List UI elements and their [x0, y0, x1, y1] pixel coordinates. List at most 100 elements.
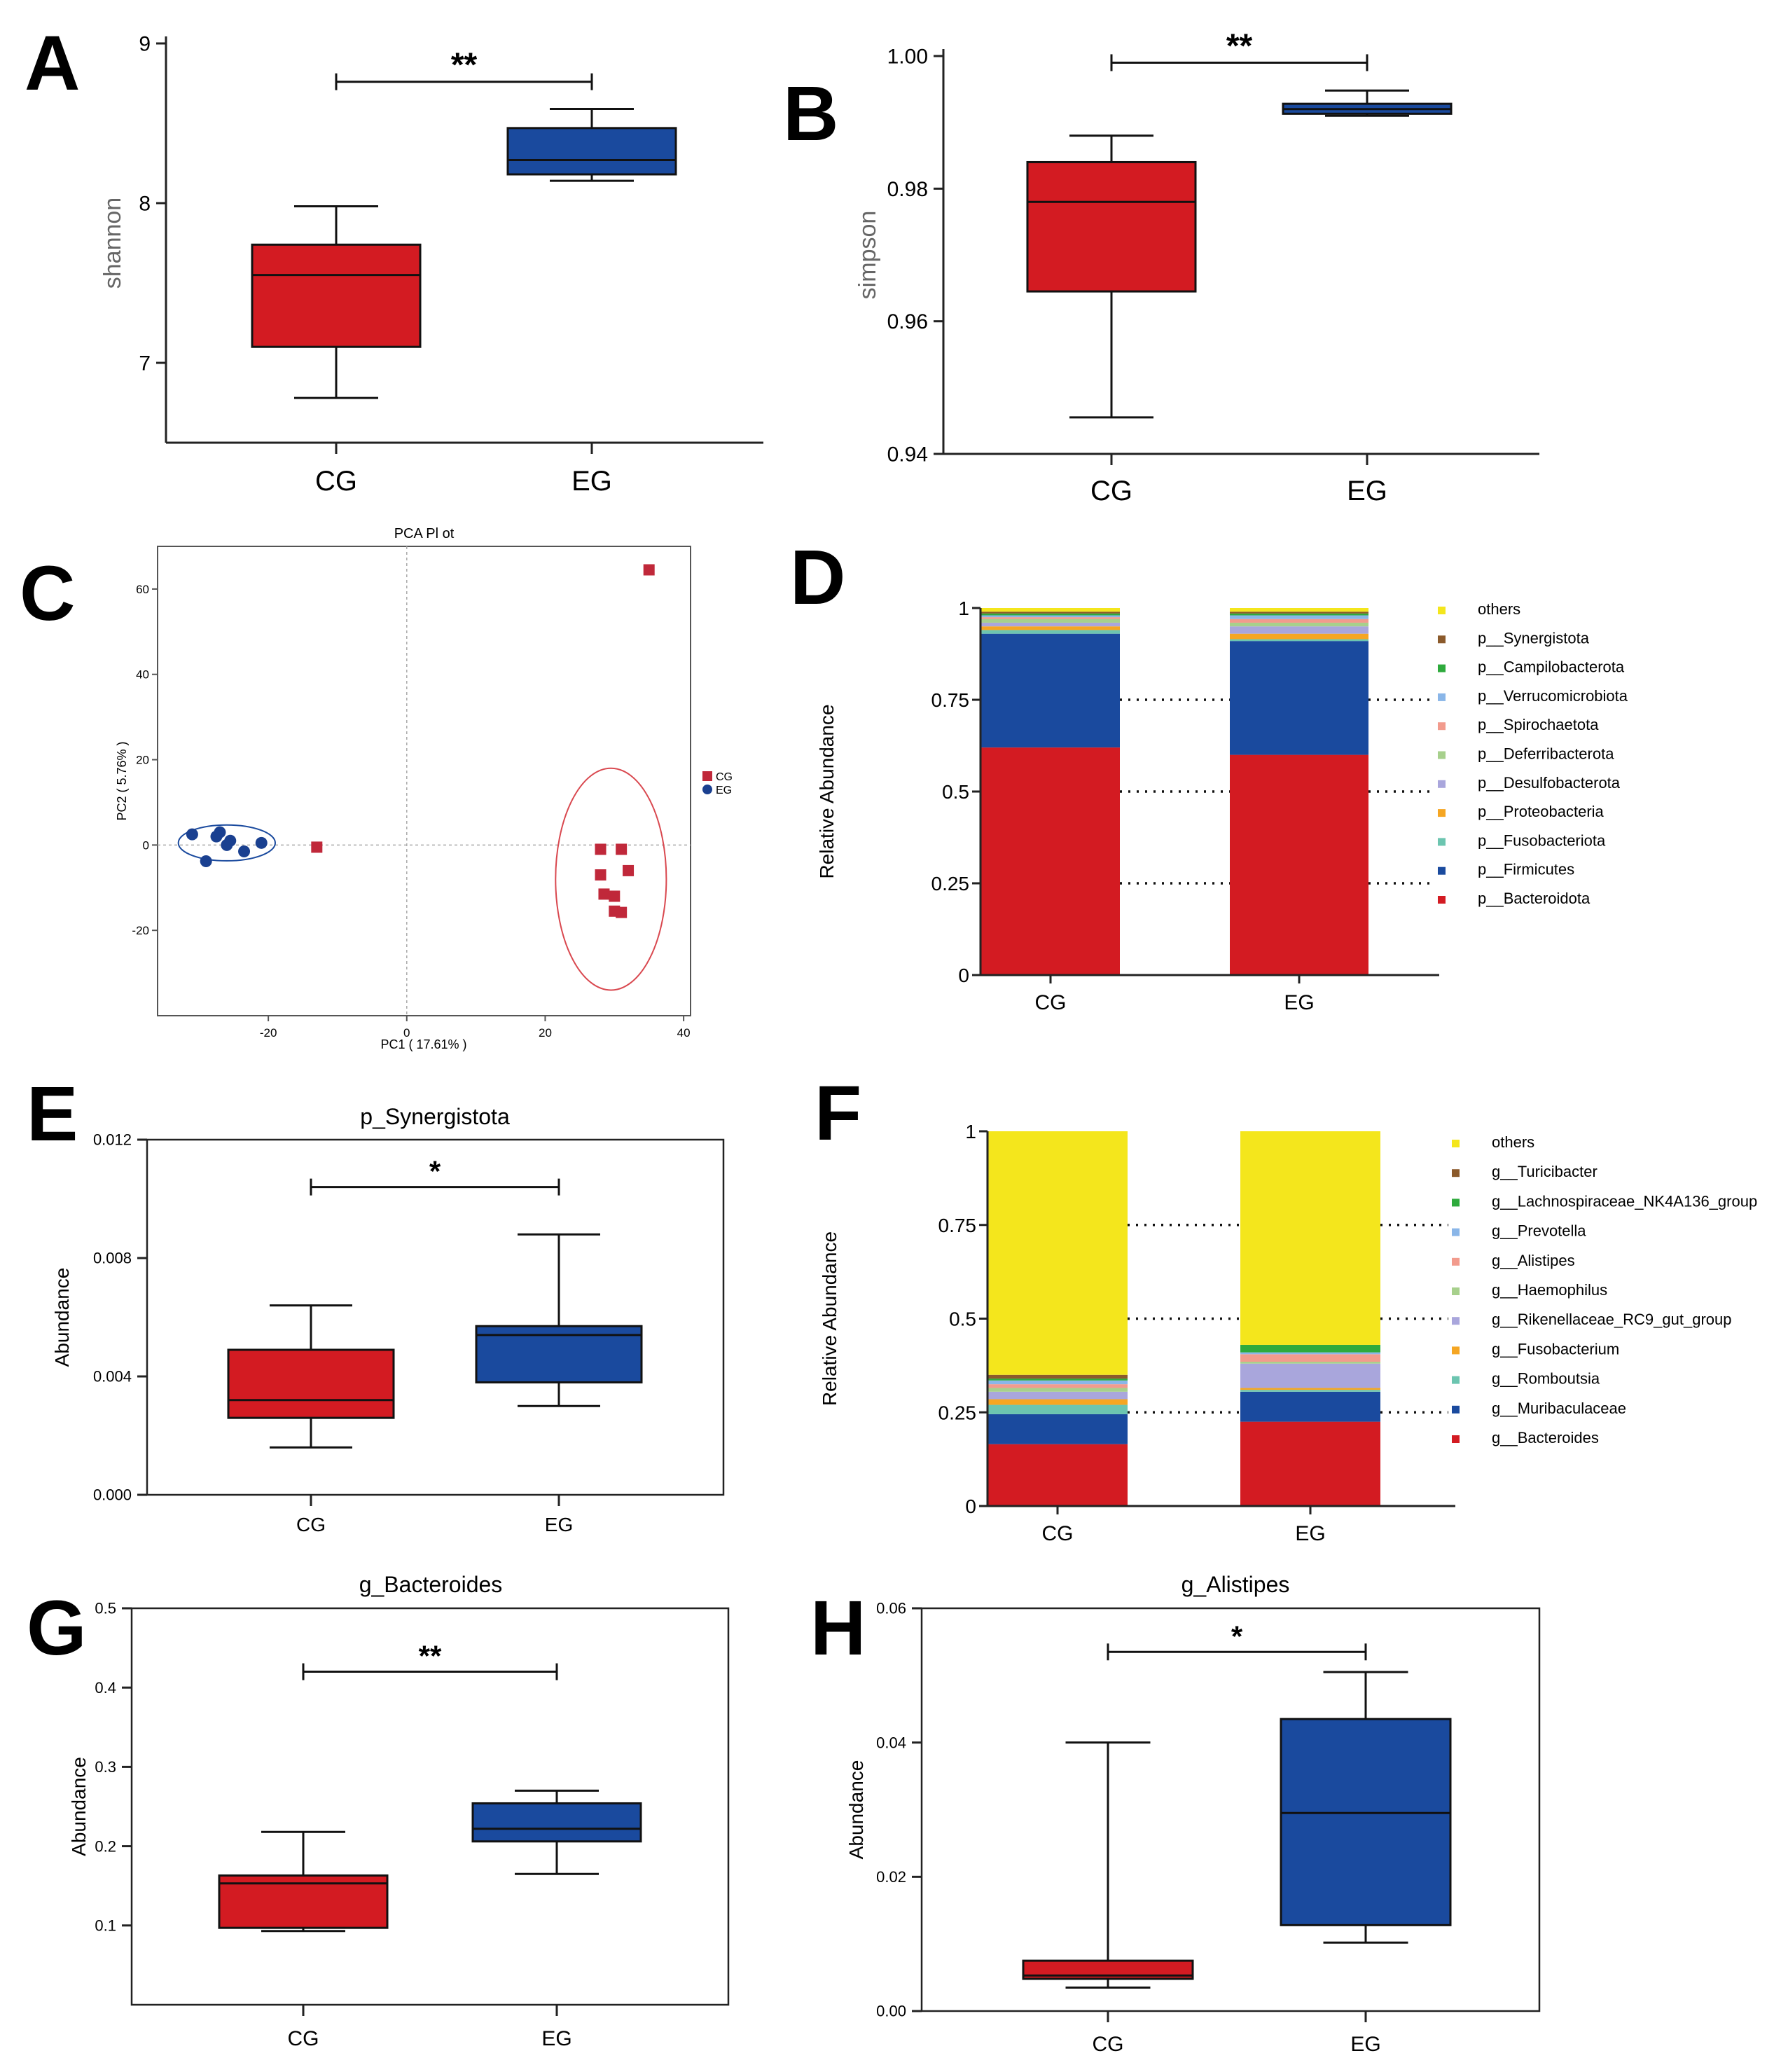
x-category-label: CG: [288, 2027, 319, 2050]
y-tick-label: 0.004: [93, 1368, 132, 1386]
box-cg: [227, 1348, 395, 1419]
bar-segment-others: [981, 608, 1120, 612]
bar-segment-g-haemophilus: [987, 1388, 1128, 1392]
legend-label: g__Haemophilus: [1492, 1281, 1607, 1299]
legend-swatch: [1438, 722, 1446, 731]
eg-point: [186, 828, 198, 841]
bar-segment-g-rikenellaceae-rc9-gut-group: [1240, 1363, 1380, 1388]
y-tick-label: 1: [965, 1121, 976, 1142]
legend-label: p__Bacteroidota: [1478, 890, 1591, 907]
y-tick-label: 0.96: [887, 310, 928, 333]
x-category-label: CG: [1042, 1522, 1074, 1545]
y-tick-label: 0.4: [95, 1679, 116, 1697]
cg-point: [616, 906, 628, 918]
panel-d-stacked-bar: D 0 0.25 0.5 0.75 1 CG EG Relative Abundance oth…: [790, 534, 1628, 1014]
y-axis-label: Abundance: [51, 1268, 73, 1367]
plot-title: PCA Pl ot: [394, 526, 455, 541]
y-tick-label: 0.94: [887, 443, 928, 467]
legend-swatch: [1438, 693, 1446, 701]
cg-point: [623, 864, 635, 876]
y-tick-label: 0.02: [876, 1868, 906, 1886]
significance-stars: *: [429, 1155, 441, 1188]
bar-segment-p-fusobacteriota: [981, 630, 1120, 634]
significance-stars: **: [1226, 27, 1253, 64]
x-category-label: EG: [545, 1514, 573, 1535]
panel-label-e: E: [27, 1071, 78, 1157]
legend-label: p__Fusobacteriota: [1478, 831, 1606, 849]
bar-segment-g-muribaculaceae: [987, 1414, 1128, 1444]
cg-point: [609, 890, 621, 902]
panel-label-d: D: [790, 534, 845, 621]
x-category-label: CG: [315, 466, 357, 497]
bar-segment-g-romboutsia: [987, 1404, 1128, 1414]
legend-label: g__Bacteroides: [1492, 1429, 1599, 1446]
y-tick-label: 0.5: [95, 1600, 116, 1617]
plot-title: g_Alistipes: [1181, 1572, 1290, 1597]
bar-segment-g-bacteroides: [987, 1444, 1128, 1506]
plot-frame: [920, 1607, 1541, 2012]
bar-segment-p-deferribacterota: [981, 619, 1120, 623]
bar-segment-p-bacteroidota: [1230, 754, 1368, 975]
bar-segment-g-lachnospiraceae-nk4a136-group: [1240, 1344, 1380, 1353]
y-axis-label: simpson: [854, 211, 881, 300]
y-axis-label: Abundance: [845, 1760, 867, 1860]
x-category-label: EG: [1350, 2033, 1380, 2056]
bar-segment-g-romboutsia: [1240, 1390, 1380, 1392]
bar-segment-g-rikenellaceae-rc9-gut-group: [987, 1391, 1128, 1400]
legend-swatch: [1452, 1405, 1460, 1414]
y-tick-label: -20: [132, 924, 149, 937]
bar-segment-p-synergistota: [981, 612, 1120, 614]
legend-swatch: [1452, 1257, 1460, 1266]
bar-segment-g-lachnospiraceae-nk4a136-group: [987, 1379, 1128, 1381]
cg-point: [595, 869, 607, 880]
legend-swatch: [1438, 866, 1446, 875]
x-category-label: EG: [1295, 1522, 1325, 1545]
y-tick-label: 0: [965, 1496, 976, 1517]
significance-stars: **: [419, 1640, 442, 1673]
bar-segment-p-verrucomicrobiota: [1230, 615, 1368, 619]
x-category-label: CG: [1090, 476, 1132, 506]
x-category-label: EG: [541, 2027, 571, 2050]
legend-swatch: [1438, 751, 1446, 759]
eg-point: [238, 845, 251, 857]
bar-segment-g-prevotella: [1240, 1352, 1380, 1355]
panel-c-pca-plot: C -20 0 20 40 -20 0 20 40 60 PCA Pl ot PC1 ( 17.61…: [20, 526, 733, 1051]
significance-stars: *: [1231, 1619, 1243, 1652]
y-tick-label: 0.98: [887, 178, 928, 201]
box-eg: [506, 127, 677, 176]
bar-segment-g-fusobacterium: [987, 1399, 1128, 1405]
bar-segment-p-campilobacterota: [1230, 613, 1368, 616]
eg-point: [255, 836, 268, 849]
panel-label-g: G: [27, 1585, 87, 1671]
legend-label: g__Turicibacter: [1492, 1163, 1598, 1180]
bar-segment-g-turicibacter: [987, 1374, 1128, 1379]
panel-b-box-plot: B 0.94 0.96 0.98 1.00 CG EG simpson **: [783, 27, 1539, 506]
bar-segment-others: [1230, 608, 1368, 612]
bar-segment-p-desulfobacterota: [981, 622, 1120, 627]
confidence-ellipse-cg: [555, 767, 667, 991]
y-tick-label: 0: [143, 838, 149, 852]
y-axis-label: Relative Abundance: [819, 1231, 840, 1406]
y-axis-label: PC2 ( 5.76% ): [115, 741, 129, 820]
legend-label: p__Spirochaetota: [1478, 716, 1599, 733]
y-tick-label: 0.3: [95, 1758, 116, 1776]
panel-e-box-plot: E 0.000 0.004 0.008 0.012 CG EG Abundance p_Syn…: [27, 1071, 725, 1535]
x-tick-label: 40: [677, 1026, 691, 1040]
bar-segment-g-alistipes: [1240, 1354, 1380, 1362]
legend-label: g__Romboutsia: [1492, 1370, 1600, 1388]
x-category-label: EG: [1347, 476, 1387, 506]
legend-label: others: [1478, 600, 1520, 618]
legend-marker-cg: [702, 771, 712, 781]
legend-label: others: [1492, 1133, 1534, 1151]
panel-g-box-plot: G 0.1 0.2 0.3 0.4 0.5 CG EG Abundance g_Bacteroi…: [27, 1572, 730, 2050]
legend-label: p__Synergistota: [1478, 629, 1590, 647]
panel-a-box-plot: A 7 8 9 CG EG shannon **: [25, 20, 763, 497]
panel-label-h: H: [810, 1585, 866, 1671]
x-category-label: EG: [1284, 991, 1314, 1014]
panel-f-stacked-bar: F 0 0.25 0.5 0.75 1 CG EG Relative Abundance oth…: [815, 1070, 1757, 1545]
bar-segment-p-bacteroidota: [981, 747, 1120, 975]
bar-segment-g-bacteroides: [1240, 1421, 1380, 1506]
y-tick-label: 0.5: [942, 781, 969, 803]
legend-label: g__Fusobacterium: [1492, 1340, 1619, 1358]
